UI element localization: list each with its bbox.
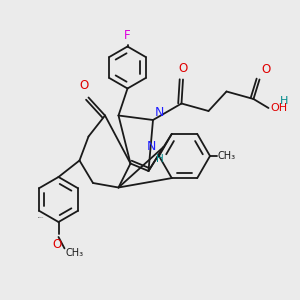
Text: H: H — [280, 95, 288, 106]
Text: O: O — [178, 62, 188, 75]
Text: N: N — [154, 106, 164, 118]
Text: F: F — [124, 29, 131, 42]
Text: methoxy: methoxy — [38, 216, 44, 217]
Text: N: N — [147, 140, 156, 154]
Text: O: O — [80, 79, 88, 92]
Text: CH₃: CH₃ — [66, 248, 84, 258]
Text: O: O — [261, 63, 270, 76]
Text: CH₃: CH₃ — [218, 151, 236, 161]
Text: O: O — [52, 238, 62, 251]
Text: OH: OH — [270, 103, 287, 113]
Text: H: H — [156, 154, 164, 164]
